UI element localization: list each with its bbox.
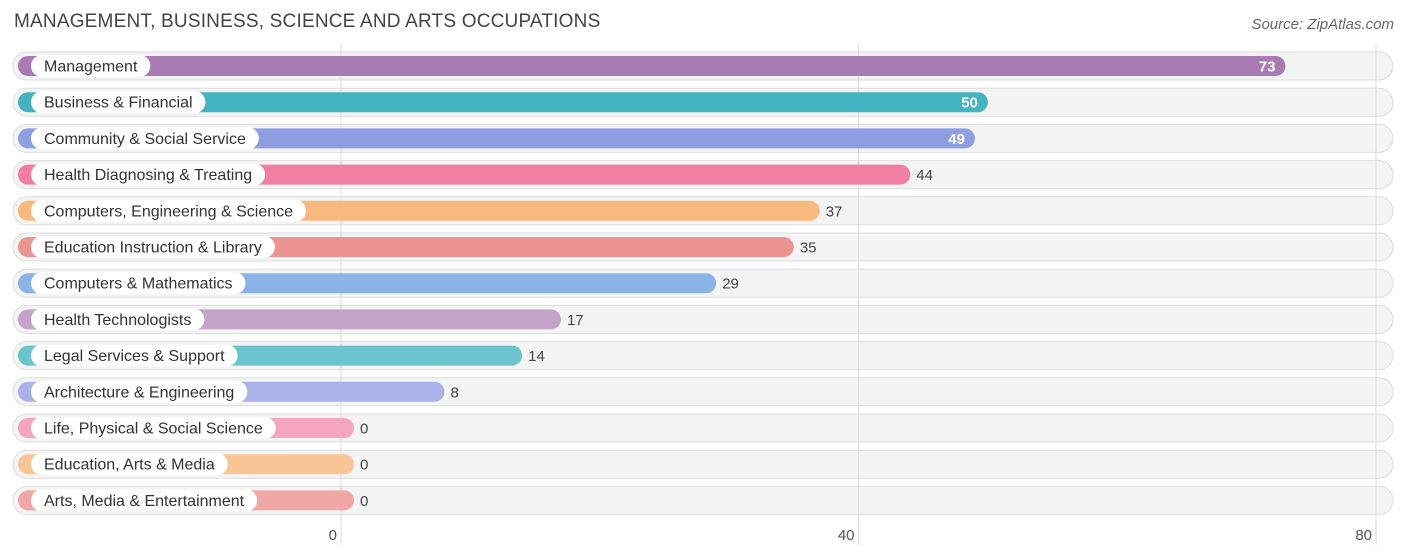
category-label-pill xyxy=(31,489,258,512)
row-track xyxy=(12,485,1394,515)
category-label-pill xyxy=(31,127,259,150)
category-label: Health Technologists xyxy=(44,312,191,329)
category-label: Arts, Media & Entertainment xyxy=(44,493,245,510)
category-label-pill xyxy=(31,272,246,295)
bar xyxy=(18,56,1286,76)
value-label: 50 xyxy=(961,95,978,112)
category-label-pill xyxy=(31,380,248,403)
category-label-pill xyxy=(31,163,266,186)
value-label: 14 xyxy=(528,348,545,365)
value-label: 0 xyxy=(360,457,368,474)
bars: Management 73 Business & Financial 50 Commun… xyxy=(18,55,1286,512)
category-label-pill xyxy=(31,417,276,439)
x-tick-label: 0 xyxy=(329,527,337,544)
bar xyxy=(18,92,988,113)
category-label-pill xyxy=(31,344,238,367)
category-label: Education Instruction & Library xyxy=(44,240,262,257)
category-label: Life, Physical & Social Science xyxy=(44,421,263,438)
category-label: Business & Financial xyxy=(44,95,193,112)
value-label: 17 xyxy=(567,312,584,329)
value-label: 49 xyxy=(948,131,965,148)
category-label-pill xyxy=(31,55,151,77)
x-axis-ticks: 0 40 80 xyxy=(329,527,1372,544)
source-label: Source: ZipAtlas.com xyxy=(1251,16,1394,33)
value-label: 0 xyxy=(360,421,368,438)
value-label: 8 xyxy=(451,384,459,401)
x-tick-label: 80 xyxy=(1355,527,1372,544)
row-track xyxy=(12,449,1394,479)
category-label-pill xyxy=(31,91,206,114)
category-label: Computers & Mathematics xyxy=(44,276,233,293)
category-label-pill xyxy=(31,453,228,476)
chart-title: MANAGEMENT, BUSINESS, SCIENCE AND ARTS O… xyxy=(14,11,601,32)
category-label: Education, Arts & Media xyxy=(44,457,215,474)
category-label: Architecture & Engineering xyxy=(44,384,234,401)
row-track xyxy=(12,413,1394,443)
value-label: 0 xyxy=(360,493,368,510)
value-label: 73 xyxy=(1259,59,1276,76)
category-label: Community & Social Service xyxy=(44,131,246,148)
value-label: 44 xyxy=(916,167,933,184)
category-label: Health Diagnosing & Treating xyxy=(44,167,252,184)
value-label: 29 xyxy=(722,276,739,293)
category-label-pill xyxy=(31,308,205,331)
category-label-pill xyxy=(31,199,307,222)
category-label: Management xyxy=(44,59,138,76)
category-label: Legal Services & Support xyxy=(44,348,225,365)
category-label: Computers, Engineering & Science xyxy=(44,203,293,220)
value-label: 35 xyxy=(800,240,817,257)
x-tick-label: 40 xyxy=(838,527,855,544)
value-label: 37 xyxy=(826,203,843,220)
category-label-pill xyxy=(31,236,275,258)
